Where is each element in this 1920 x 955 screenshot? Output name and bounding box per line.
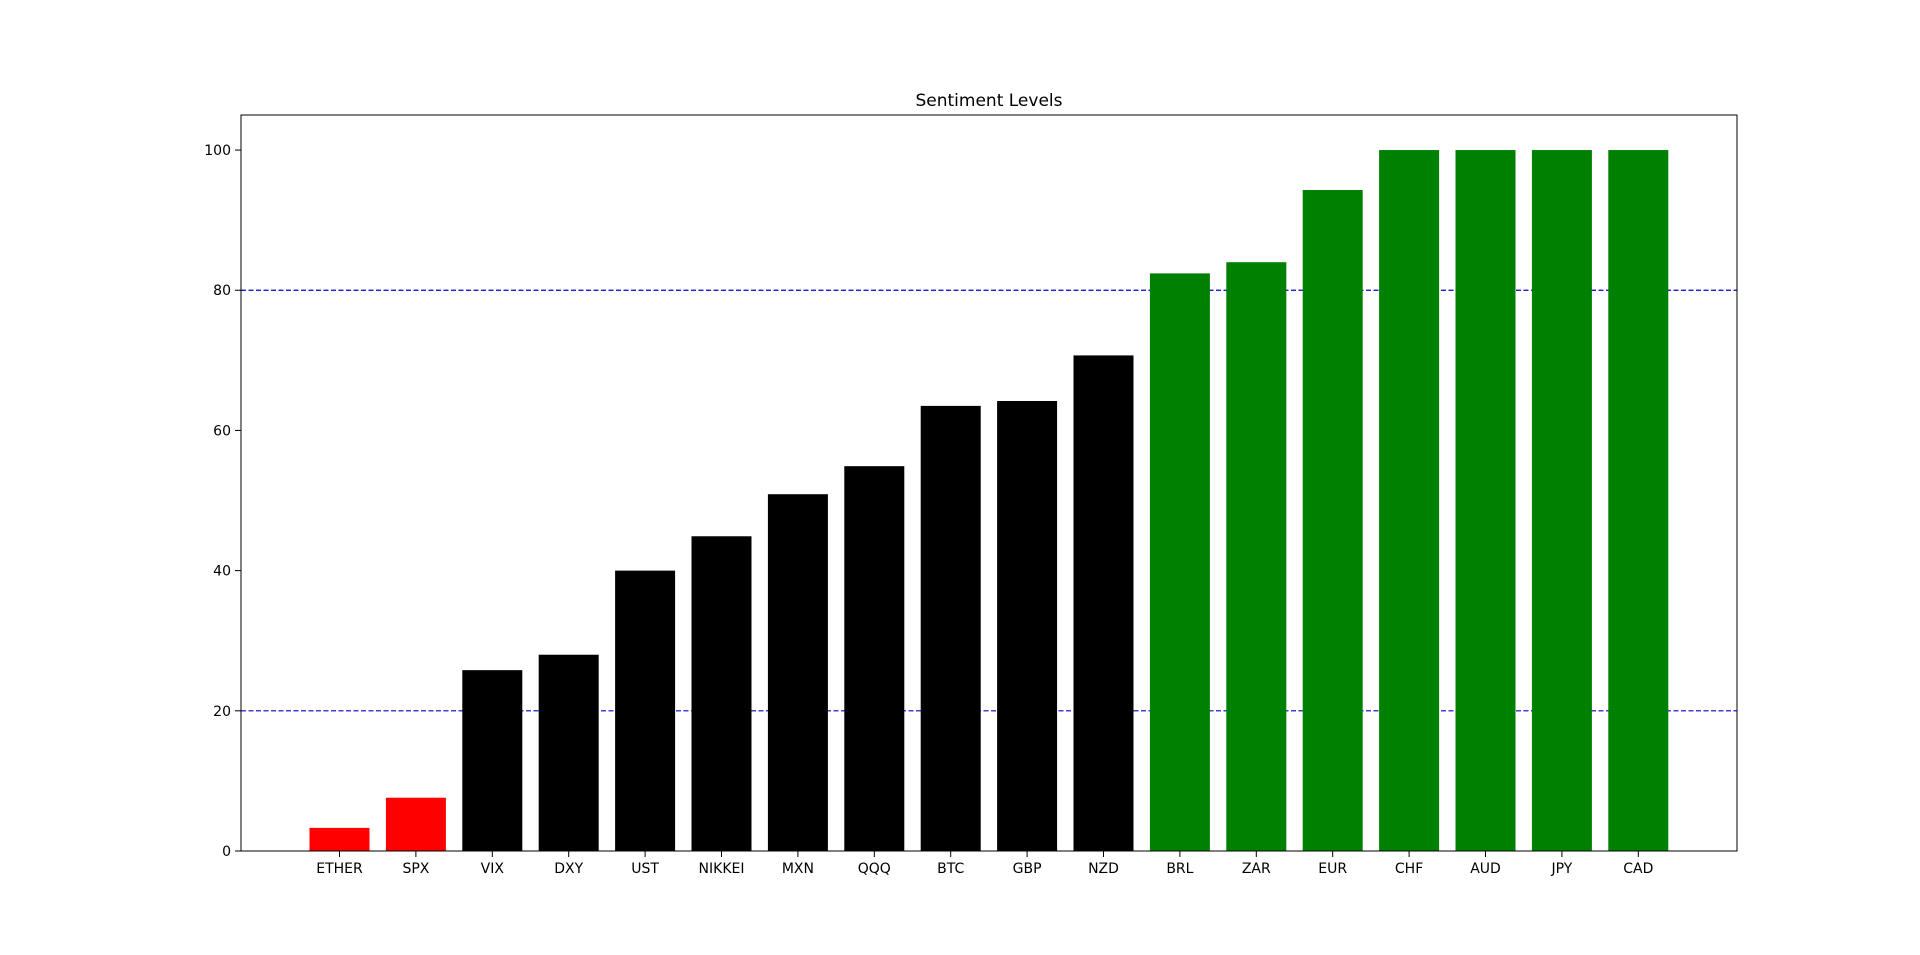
x-tick-label: GBP: [1013, 861, 1042, 877]
y-tick-label: 60: [213, 423, 231, 439]
bar-nikkei: [691, 536, 752, 851]
x-tick-label: CHF: [1395, 861, 1423, 877]
x-tick-label: DXY: [554, 861, 583, 877]
x-tick-label: SPX: [402, 861, 429, 877]
bar-mxn: [767, 494, 828, 851]
x-tick-label: JPY: [1550, 861, 1572, 877]
bar-qqq: [844, 466, 905, 851]
y-axis: 0 20 40 60 80 100: [204, 143, 241, 860]
bar-spx: [385, 797, 446, 851]
y-tick-label: 0: [222, 844, 231, 860]
x-tick-label: ETHER: [316, 861, 363, 877]
x-tick-label: UST: [631, 861, 659, 877]
x-tick-label: CAD: [1623, 861, 1653, 877]
bar-cad: [1608, 150, 1669, 852]
bar-vix: [462, 670, 523, 851]
bar-eur: [1302, 190, 1363, 852]
x-tick-label: NZD: [1088, 861, 1119, 877]
y-tick-label: 20: [213, 704, 231, 720]
bar-jpy: [1531, 150, 1592, 852]
x-tick-label: ZAR: [1242, 861, 1271, 877]
bar-ust: [615, 570, 676, 851]
x-tick-label: BRL: [1166, 861, 1193, 877]
bar-ether: [309, 827, 370, 851]
x-tick-label: MXN: [782, 861, 814, 877]
bar-btc: [920, 405, 981, 851]
x-tick-label: NIKKEI: [699, 861, 745, 877]
y-tick-label: 80: [213, 283, 231, 299]
x-tick-label: EUR: [1318, 861, 1347, 877]
x-tick-label: VIX: [481, 861, 505, 877]
bar-dxy: [538, 654, 599, 851]
x-axis: ETHER SPX VIX DXY UST NIKKEI MXN QQQ BTC GBP NZD BR…: [316, 851, 1653, 877]
y-tick-label: 100: [204, 143, 231, 159]
plot-frame: [240, 114, 1738, 852]
y-tick-label: 40: [213, 564, 231, 580]
bar-zar: [1226, 262, 1287, 851]
x-tick-label: AUD: [1470, 861, 1501, 877]
bar-gbp: [997, 400, 1058, 851]
chart-title: Sentiment Levels: [915, 91, 1062, 111]
bar-aud: [1455, 150, 1516, 852]
bars: [309, 150, 1669, 852]
x-tick-label: BTC: [937, 861, 964, 877]
x-tick-label: QQQ: [858, 861, 891, 877]
bar-brl: [1149, 273, 1210, 851]
bar-nzd: [1073, 355, 1134, 851]
bar-chf: [1379, 150, 1440, 852]
